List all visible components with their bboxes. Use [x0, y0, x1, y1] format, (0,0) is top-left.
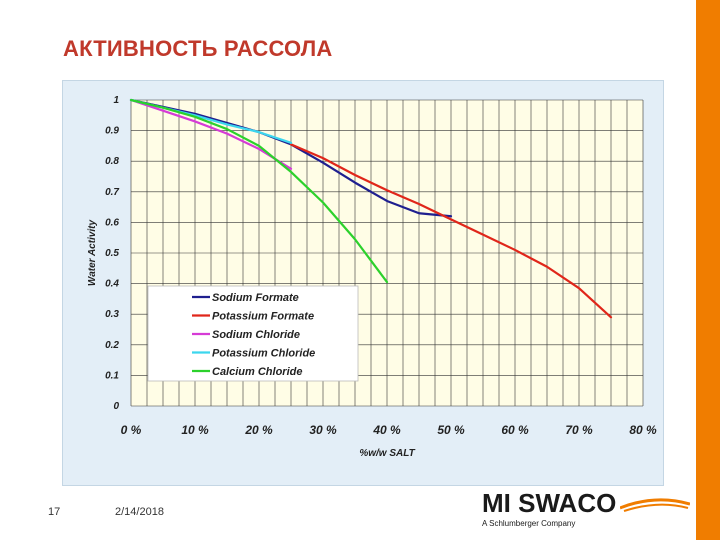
- y-tick-label: 1: [113, 95, 119, 106]
- y-tick-label: 0.6: [105, 217, 119, 228]
- logo-swoosh-icon: [620, 498, 690, 512]
- page-number: 17: [48, 506, 61, 518]
- legend-entry: Sodium Chloride: [212, 329, 300, 341]
- x-tick-label: 10 %: [181, 423, 209, 437]
- legend-box: [147, 285, 359, 382]
- x-tick-label: 40 %: [372, 423, 401, 437]
- series-line: [289, 143, 613, 319]
- x-tick-label: 30 %: [309, 423, 337, 437]
- slide-title: АКТИВНОСТЬ РАССОЛА: [63, 36, 333, 61]
- y-tick-label: 0.7: [105, 187, 119, 198]
- slide-date: 2/14/2018: [115, 506, 164, 518]
- chart-ticks: 00.10.20.30.40.50.60.70.80.910 % 10 % 20 %…: [105, 95, 657, 437]
- y-tick-label: 0.3: [105, 309, 119, 320]
- logo-subtitle: A Schlumberger Company: [482, 519, 576, 528]
- y-axis-label: Water Activity: [87, 219, 98, 286]
- chart-legend: Sodium Formate Potassium Formate Sodium Ch…: [192, 292, 315, 378]
- y-tick-label: 0.4: [105, 279, 119, 290]
- series-line: [129, 98, 389, 284]
- x-tick-label: 0 %: [121, 423, 142, 437]
- y-tick-label: 0.9: [105, 126, 119, 137]
- x-axis-label: %w/w SALT: [359, 448, 415, 459]
- legend-entry: Potassium Chloride: [212, 348, 315, 360]
- series-line: [129, 98, 453, 218]
- y-tick-label: 0.8: [105, 156, 119, 167]
- logo-wordmark: MI SWACO: [482, 488, 617, 518]
- company-logo: MI SWACO A Schlumberger Company: [480, 488, 695, 533]
- legend-entry: Potassium Formate: [212, 311, 314, 323]
- chart-legend-box: [147, 285, 359, 382]
- x-tick-label: 20 %: [244, 423, 273, 437]
- y-tick-label: 0.2: [105, 340, 119, 351]
- y-tick-label: 0.1: [105, 370, 119, 381]
- x-tick-label: 80 %: [629, 423, 657, 437]
- y-tick-label: 0: [113, 401, 119, 412]
- accent-strip: [696, 0, 720, 540]
- y-tick-label: 0.5: [105, 248, 119, 259]
- water-activity-chart: 00.10.20.30.40.50.60.70.80.910 % 10 % 20 %…: [87, 95, 657, 459]
- legend-entry: Sodium Formate: [212, 292, 299, 304]
- x-tick-label: 50 %: [437, 423, 465, 437]
- x-tick-label: 70 %: [565, 423, 593, 437]
- chart-panel: 0 0.1 0.2 0.3 0.4 0.5 0.6 0.7 0.8 0.9 1 0 % 10 % 20 %…: [62, 80, 664, 486]
- x-tick-label: 60 %: [501, 423, 529, 437]
- legend-entry: Calcium Chloride: [212, 366, 302, 378]
- chart-series-layer: [129, 98, 613, 319]
- series-line: [129, 98, 293, 170]
